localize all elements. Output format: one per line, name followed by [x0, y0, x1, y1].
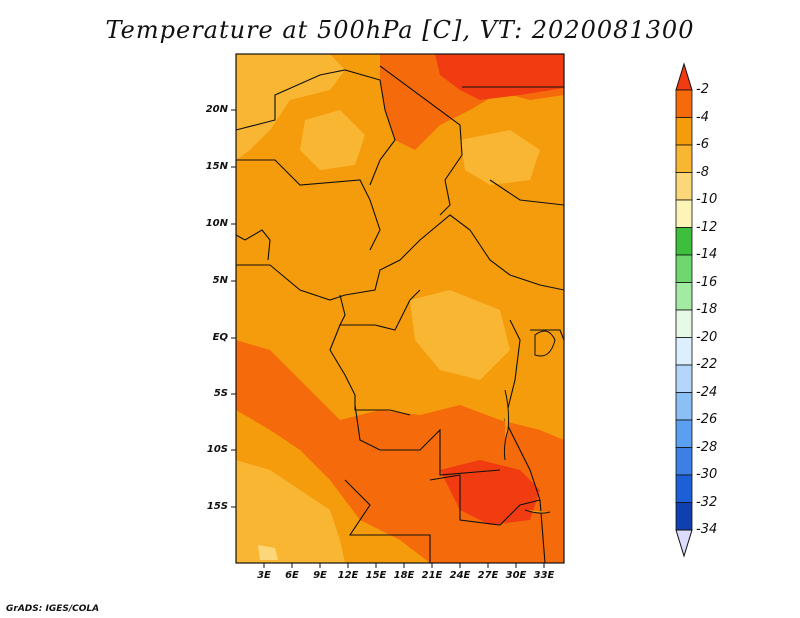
map-title: Temperature at 500hPa [C], VT: 202008130…: [105, 16, 695, 44]
colorbar-label: -30: [696, 467, 718, 482]
lon-label-9e: 9E: [313, 570, 327, 581]
lat-label-10n: 10N: [205, 218, 228, 229]
water-bodies: [503, 330, 556, 514]
lon-label-21e: 21E: [421, 570, 443, 581]
map-frame: [235, 53, 565, 564]
lat-label-15n: 15N: [205, 161, 228, 172]
colorbar-label: -32: [696, 494, 718, 510]
colorbar-label: -26: [696, 412, 718, 427]
lat-ticks: [231, 109, 236, 508]
colorbar-swatch: [675, 282, 693, 311]
colorbar-swatch: [675, 364, 693, 393]
lat-label-eq: EQ: [212, 332, 228, 343]
colorbar-swatch: [675, 502, 693, 531]
lat-label-5s: 5S: [213, 388, 228, 399]
colorbar-swatch: [675, 172, 693, 201]
lon-label-24e: 24E: [449, 570, 471, 581]
colorbar-label: -18: [696, 302, 718, 317]
colorbar-label: -22: [696, 357, 718, 372]
colorbar-label: -12: [696, 219, 718, 235]
lon-label-3e: 3E: [257, 570, 271, 581]
colorbar-swatch: [675, 447, 693, 476]
cool-region-southwest: [236, 460, 345, 563]
colorbar-label: -20: [696, 329, 718, 345]
colorbar-swatch: [675, 419, 693, 448]
colorbar-swatch: [675, 199, 693, 228]
colorbar-swatch: [675, 309, 693, 338]
colorbar-label: -16: [696, 274, 718, 290]
colorbar-label: -10: [696, 192, 718, 207]
lat-label-10s: 10S: [206, 444, 228, 455]
colorbar: [675, 62, 693, 558]
colorbar-label: -6: [696, 137, 709, 152]
colorbar-swatch: [675, 227, 693, 256]
lat-label-20n: 20N: [205, 104, 228, 115]
colorbar-label: -28: [696, 439, 718, 455]
coolest-patch-southwest: [258, 545, 278, 560]
credit-text: GrADS: IGES/COLA: [6, 604, 100, 614]
colorbar-swatch: [675, 144, 693, 173]
colorbar-swatch: [675, 337, 693, 366]
lon-label-6e: 6E: [285, 570, 299, 581]
lon-label-15e: 15E: [365, 570, 387, 581]
hottest-region-northeast: [435, 54, 564, 100]
colorbar-swatch: [675, 254, 693, 283]
colorbar-swatch: [675, 117, 693, 146]
cool-patch-east: [460, 130, 540, 185]
cool-patch-center: [410, 290, 510, 380]
lon-ticks: [263, 563, 545, 568]
lon-label-18e: 18E: [393, 570, 415, 581]
lat-label-5n: 5N: [212, 275, 228, 286]
cool-patch-north: [236, 54, 345, 160]
colorbar-label: -34: [696, 522, 718, 537]
hot-region-south: [440, 460, 540, 525]
colorbar-label: -2: [696, 82, 709, 97]
colorbar-label: -8: [696, 164, 709, 180]
colorbar-top-triangle: [675, 62, 693, 91]
colorbar-swatch: [675, 474, 693, 503]
lon-label-12e: 12E: [337, 570, 359, 581]
lon-label-30e: 30E: [505, 570, 527, 581]
lat-label-15s: 15S: [206, 501, 228, 512]
country-borders: [235, 65, 565, 564]
lon-label-27e: 27E: [477, 570, 499, 581]
lon-label-33e: 33E: [533, 570, 555, 581]
colorbar-bottom-triangle: [675, 529, 693, 558]
colorbar-label: -24: [696, 384, 718, 400]
colorbar-swatch: [675, 392, 693, 421]
colorbar-swatch: [675, 89, 693, 118]
colorbar-label: -4: [696, 109, 709, 125]
colorbar-label: -14: [696, 247, 718, 262]
cool-patch-north-2: [300, 110, 365, 170]
